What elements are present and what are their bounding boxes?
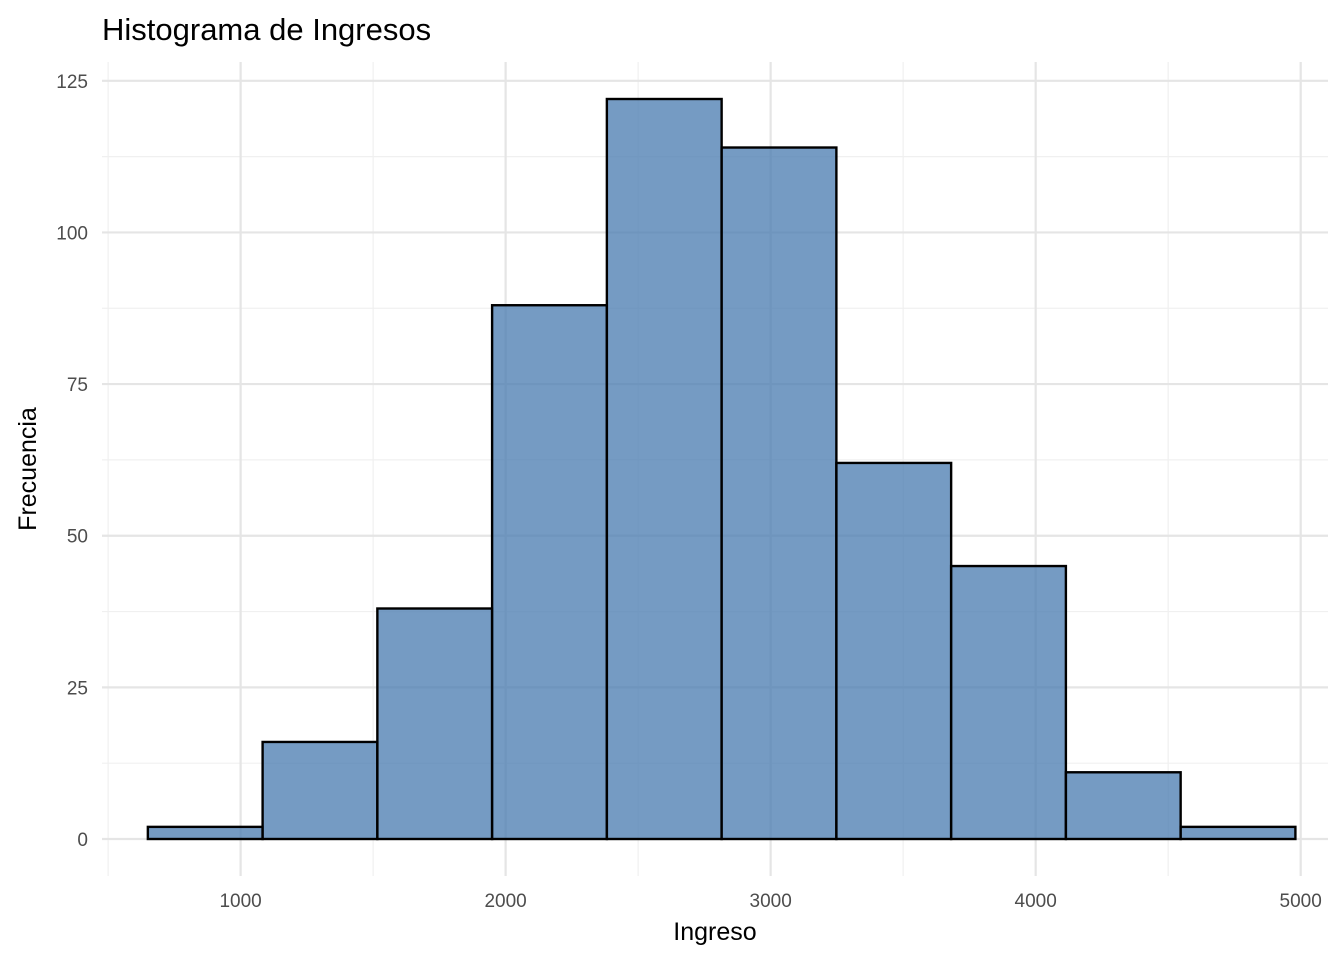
histogram-bar-5 bbox=[720, 146, 838, 841]
x-axis-title: Ingreso bbox=[673, 918, 756, 946]
y-tick-label-5: 125 bbox=[56, 72, 88, 93]
y-tick-label-4: 100 bbox=[56, 223, 88, 244]
y-tick-label-1: 25 bbox=[67, 678, 88, 699]
histogram-bar-0 bbox=[146, 825, 264, 841]
y-tick-label-3: 75 bbox=[67, 375, 88, 396]
y-axis-title: Frecuencia bbox=[14, 407, 42, 531]
chart-title: Histograma de Ingresos bbox=[102, 12, 431, 47]
x-axis-tick-labels: 1000 2000 3000 4000 5000 bbox=[219, 891, 1321, 912]
x-tick-label-4: 5000 bbox=[1280, 891, 1322, 912]
histogram-bar-4 bbox=[605, 97, 723, 841]
histogram-bar-9 bbox=[1179, 825, 1297, 841]
y-axis-tick-labels: 0 25 50 75 100 125 bbox=[56, 72, 88, 851]
x-tick-label-3: 4000 bbox=[1015, 891, 1057, 912]
histogram-bar-6 bbox=[835, 461, 953, 841]
histogram-bar-1 bbox=[261, 740, 379, 841]
histogram-bar-7 bbox=[949, 564, 1068, 841]
histogram-bars bbox=[146, 97, 1297, 841]
y-tick-label-2: 50 bbox=[67, 527, 88, 548]
x-tick-label-0: 1000 bbox=[219, 891, 261, 912]
histogram-bar-3 bbox=[490, 304, 609, 841]
histogram-bar-2 bbox=[376, 607, 494, 841]
x-tick-label-2: 3000 bbox=[750, 891, 792, 912]
histogram-bar-8 bbox=[1064, 771, 1182, 841]
x-tick-label-1: 2000 bbox=[484, 891, 526, 912]
y-tick-label-0: 0 bbox=[77, 830, 88, 851]
